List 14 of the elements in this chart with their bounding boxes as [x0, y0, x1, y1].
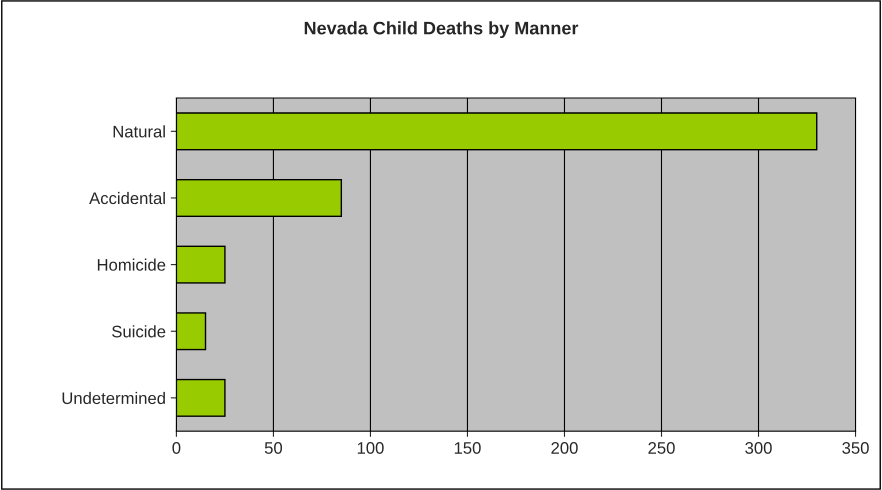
x-tick-label: 250 — [648, 442, 675, 454]
x-tick-label: 350 — [842, 442, 869, 454]
x-tick-label: 200 — [551, 442, 578, 454]
x-tick-label: 150 — [454, 442, 481, 454]
x-tick-label: 50 — [264, 442, 282, 454]
x-tick-label: 100 — [358, 442, 384, 454]
x-tick-label: 300 — [745, 442, 772, 454]
x-tick-label: 0 — [172, 442, 180, 454]
y-tick-label: Suicide — [112, 325, 166, 338]
y-tick-label: Accidental — [89, 192, 165, 204]
chart-title: Nevada Child Deaths by Manner — [304, 21, 578, 38]
y-tick-label: Natural — [114, 125, 165, 138]
y-tick-label: Homicide — [98, 258, 166, 271]
y-tick-label: Undetermined — [62, 392, 165, 404]
